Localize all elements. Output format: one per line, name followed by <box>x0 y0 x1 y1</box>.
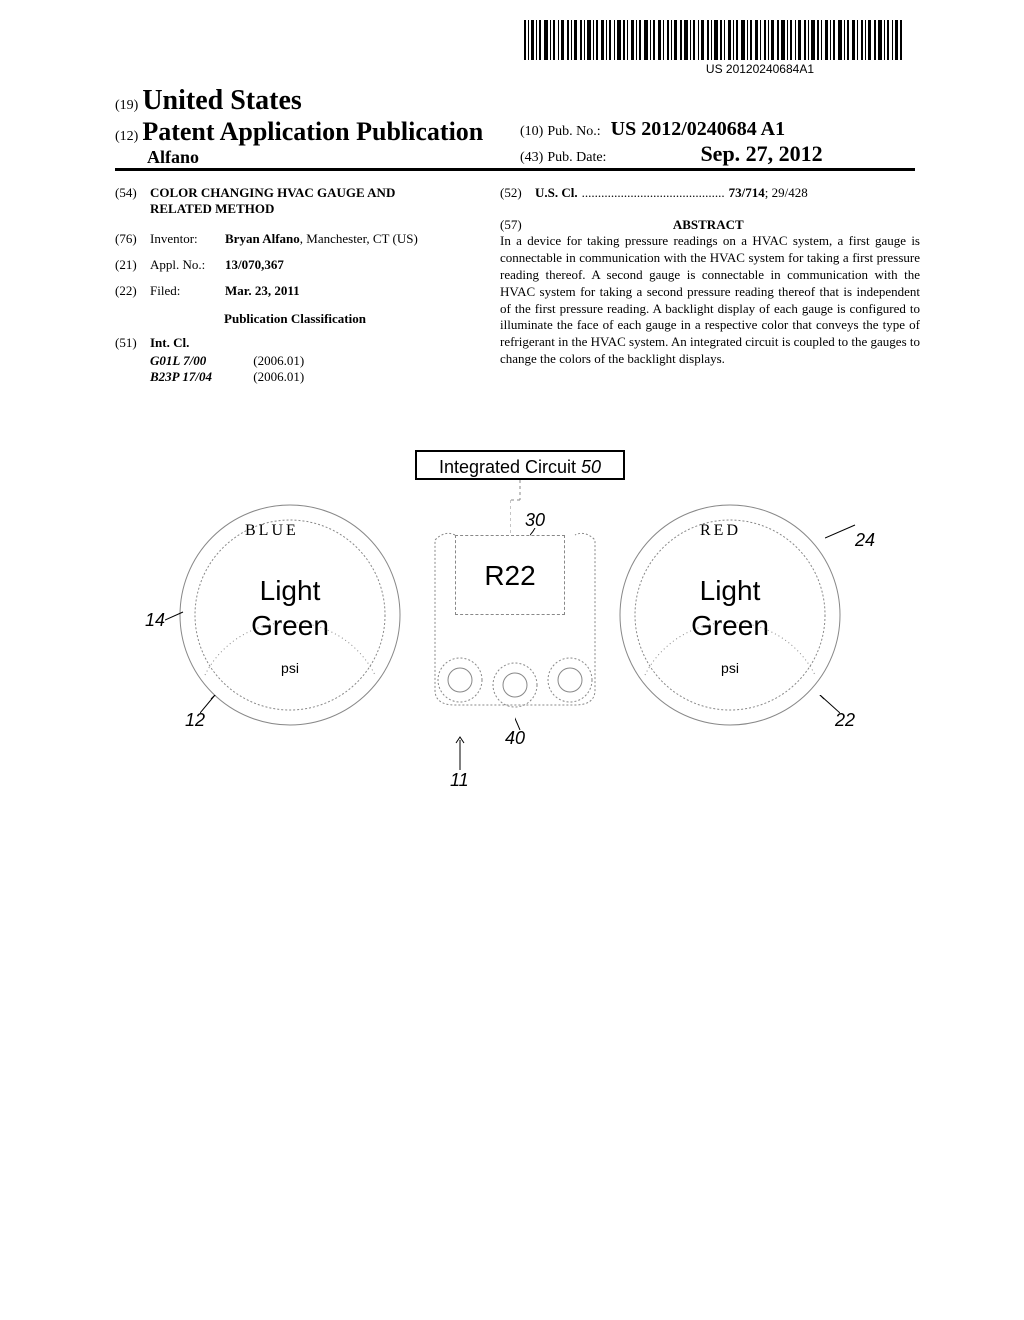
uscl-value: 73/714 <box>729 185 765 201</box>
r22-label: R22 <box>484 560 535 591</box>
filed-value: Mar. 23, 2011 <box>225 283 300 299</box>
appl-value: 13/070,367 <box>225 257 284 273</box>
header-right: (10) Pub. No.: US 2012/0240684 A1 (43) P… <box>520 118 823 167</box>
gauge-right-psi: psi <box>615 660 845 676</box>
pub-title: Patent Application Publication <box>142 117 483 146</box>
header-left: (19) United States (12) Patent Applicati… <box>115 85 483 168</box>
gauge-right: RED Light Green psi <box>615 500 845 730</box>
pub-date-num: (43) <box>520 150 543 165</box>
leader-12 <box>200 695 225 715</box>
country-num: (19) <box>115 98 138 113</box>
left-column: (54) COLOR CHANGING HVAC GAUGE AND RELAT… <box>115 185 475 385</box>
uscl-dots: ........................................… <box>582 185 725 201</box>
leader-22 <box>815 695 840 715</box>
intcl-1: G01L 7/00 <box>150 353 250 369</box>
pub-date-lbl: Pub. Date: <box>547 150 606 165</box>
ic-box: Integrated Circuit 50 <box>415 450 625 480</box>
appl-lbl: Appl. No.: <box>150 257 225 273</box>
inventor-num: (76) <box>115 231 150 247</box>
intcl-1-yr: (2006.01) <box>253 353 304 368</box>
patent-figure: Integrated Circuit 50 R22 30 BLUE Light … <box>115 450 915 800</box>
abstract-text: In a device for taking pressure readings… <box>500 233 920 368</box>
red-label: RED <box>700 522 741 540</box>
leader-40 <box>515 708 530 730</box>
uscl-value2: ; 29/428 <box>765 185 808 201</box>
leader-24 <box>825 520 860 540</box>
filed-num: (22) <box>115 283 150 299</box>
filed-lbl: Filed: <box>150 283 225 299</box>
gauge-right-text1: Light <box>615 575 845 607</box>
intcl-2: B23P 17/04 <box>150 369 250 385</box>
pub-no-num: (10) <box>520 124 543 139</box>
pub-date: Sep. 27, 2012 <box>700 141 822 166</box>
leader-11 <box>455 735 470 770</box>
appl-num: (21) <box>115 257 150 273</box>
right-column: (52) U.S. Cl. ..........................… <box>500 185 920 368</box>
intcl-2-yr: (2006.01) <box>253 369 304 384</box>
inventor-lbl: Inventor: <box>150 231 225 247</box>
inventor-loc: , Manchester, CT (US) <box>300 231 418 246</box>
knobs <box>435 650 595 710</box>
ref-40: 40 <box>505 728 525 749</box>
title-num: (54) <box>115 185 150 217</box>
ic-ref: 50 <box>581 457 601 477</box>
uscl-num: (52) <box>500 185 535 201</box>
ic-label: Integrated Circuit <box>439 457 576 477</box>
ref-30: 30 <box>525 510 545 531</box>
uscl-lbl: U.S. Cl. <box>535 185 578 201</box>
patent-title: COLOR CHANGING HVAC GAUGE AND RELATED ME… <box>150 185 450 217</box>
barcode-svg <box>524 20 904 60</box>
intcl-lbl: Int. Cl. <box>150 335 189 351</box>
gauge-right-text2: Green <box>615 610 845 642</box>
ref-14: 14 <box>145 610 165 631</box>
blue-label: BLUE <box>245 522 299 540</box>
barcode <box>524 20 904 60</box>
pub-classification: Publication Classification <box>115 311 475 327</box>
intcl-num: (51) <box>115 335 150 351</box>
gauge-left-text2: Green <box>175 610 405 642</box>
author: Alfano <box>147 147 483 168</box>
ref-11: 11 <box>450 770 469 791</box>
pub-num: (12) <box>115 129 138 144</box>
gauge-left-psi: psi <box>175 660 405 676</box>
pub-no-lbl: Pub. No.: <box>547 124 600 139</box>
abs-num: (57) <box>500 217 535 233</box>
country: United States <box>142 85 301 116</box>
pub-no: US 2012/0240684 A1 <box>611 118 785 140</box>
header-divider <box>115 168 915 171</box>
inventor-name: Bryan Alfano <box>225 231 300 246</box>
leader-14 <box>165 610 185 625</box>
barcode-text: US 20120240684A1 <box>706 62 814 76</box>
abstract-title: ABSTRACT <box>538 217 878 233</box>
gauge-left-text1: Light <box>175 575 405 607</box>
